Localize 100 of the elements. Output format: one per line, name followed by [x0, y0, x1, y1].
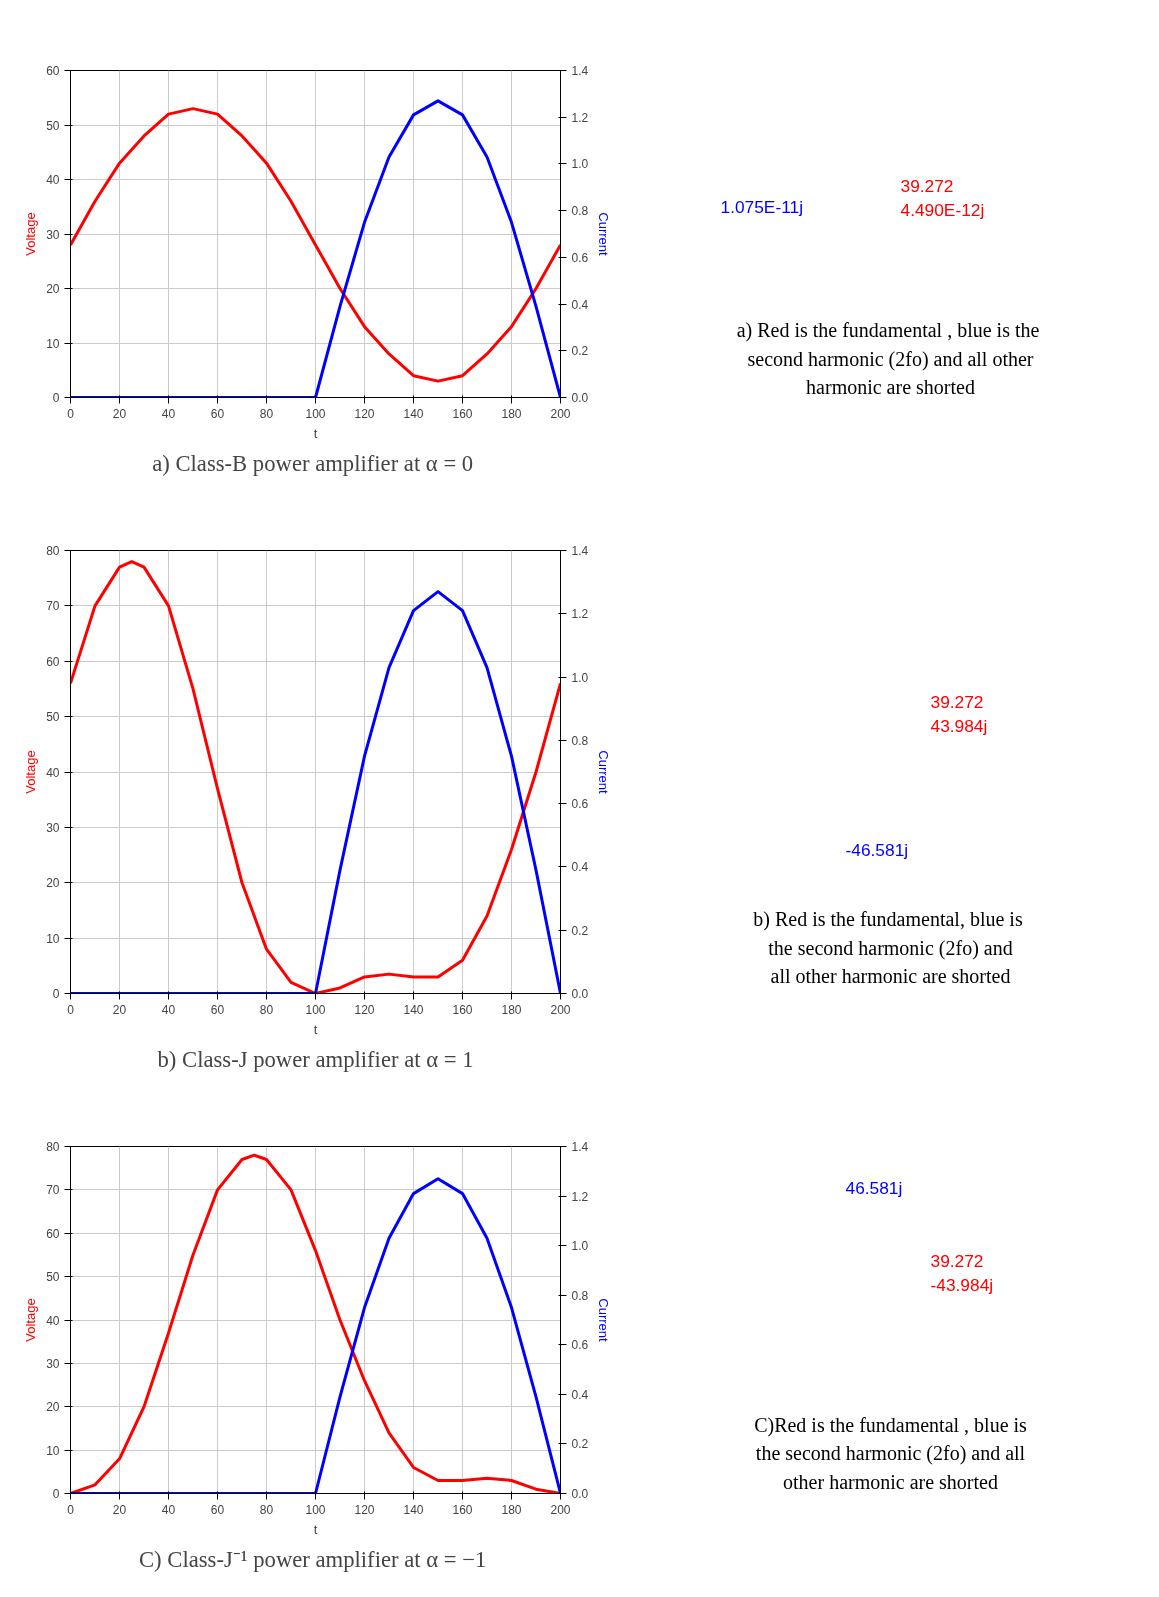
- x-tick-label: 0: [67, 1002, 75, 1017]
- y-tick-label: 10: [46, 931, 60, 946]
- x-tick-label: 40: [161, 406, 176, 421]
- y-tick-label: 0: [52, 1487, 60, 1501]
- y-tick-label: 50: [46, 118, 60, 133]
- y-tick-label: 80: [46, 1140, 60, 1154]
- y-tick-label: 30: [46, 1356, 60, 1371]
- x-tick-label: 160: [452, 406, 473, 421]
- x-tick-label: 180: [501, 406, 522, 421]
- y-tick-label: 50: [46, 1270, 60, 1285]
- y2-tick-label: 0.6: [571, 250, 589, 265]
- text: b) Class-J power amplifier at α = 1: [157, 1046, 474, 1072]
- x-tick-label: 140: [403, 1502, 424, 1517]
- x-tick-label: 80: [259, 1002, 274, 1017]
- x-tick-label: 200: [550, 406, 571, 421]
- x-tick-label: 60: [210, 1002, 225, 1017]
- text: 39.272 43.984j: [930, 691, 988, 736]
- x-tick-label: 40: [161, 1502, 176, 1517]
- x-tick-label: 160: [452, 1002, 473, 1017]
- x-tick-label: 140: [403, 406, 424, 421]
- text: 39.272 -43.984j: [930, 1250, 994, 1295]
- x-tick-label: 100: [305, 1002, 326, 1017]
- x-tick-label: 140: [403, 1002, 424, 1017]
- y2-axis-title: Current: [596, 1298, 612, 1343]
- x-tick-label: 120: [354, 1002, 375, 1017]
- y-tick-label: 40: [46, 173, 60, 187]
- y-tick-label: 40: [46, 1313, 60, 1328]
- text: 1.075E-11j: [720, 196, 804, 217]
- x-axis-title: t: [313, 1021, 318, 1037]
- y2-tick-label: 0.8: [571, 733, 589, 748]
- x-tick-label: 120: [354, 406, 375, 421]
- y2-tick-label: 1.2: [571, 607, 589, 622]
- x-tick-label: 80: [259, 406, 274, 421]
- y-tick-label: 70: [46, 1183, 60, 1198]
- y-tick-label: 0: [52, 987, 60, 1001]
- y-tick-label: 50: [46, 710, 60, 725]
- x-axis-title: t: [313, 425, 318, 441]
- x-tick-label: 80: [259, 1502, 274, 1517]
- y2-axis-title: Current: [596, 750, 612, 795]
- y2-tick-label: 0.0: [571, 1487, 589, 1501]
- x-tick-label: 180: [501, 1502, 522, 1517]
- y2-tick-label: 0.6: [571, 797, 589, 812]
- y2-tick-label: 0.8: [571, 204, 589, 219]
- text: C)Red is the fundamental , blue is the second harmonic (2fo) and all other harmonic are shorted: [754, 1413, 1028, 1493]
- text: a) Class-B power amplifier at α = 0: [152, 450, 474, 476]
- x-tick-label: 60: [210, 1502, 225, 1517]
- x-tick-label: 20: [112, 1002, 127, 1017]
- text: -46.581j: [845, 840, 909, 861]
- y2-tick-label: 1.4: [571, 544, 589, 558]
- y2-tick-label: 0.0: [571, 391, 589, 405]
- x-tick-label: 0: [67, 406, 75, 421]
- x-tick-label: 100: [305, 1502, 326, 1517]
- y-tick-label: 80: [46, 544, 60, 558]
- y2-axis-title: Current: [596, 212, 612, 257]
- y2-tick-label: 0.0: [571, 987, 589, 1001]
- y2-tick-label: 1.0: [571, 670, 589, 685]
- x-tick-label: 200: [550, 1002, 571, 1017]
- y-tick-label: 30: [46, 227, 60, 242]
- y2-tick-label: 0.4: [571, 1387, 589, 1402]
- y-tick-label: 60: [46, 654, 60, 669]
- x-tick-label: 60: [210, 406, 225, 421]
- y2-tick-label: 1.2: [571, 1189, 589, 1204]
- x-tick-label: 160: [452, 1502, 473, 1517]
- y2-tick-label: 0.2: [571, 1437, 589, 1452]
- y-tick-label: 10: [46, 336, 60, 351]
- y2-tick-label: 1.0: [571, 1239, 589, 1254]
- text: b) Red is the fundamental, blue is the second harmonic (2fo) and all other harmonic are shorted: [753, 908, 1023, 988]
- y-tick-label: 70: [46, 599, 60, 614]
- text: C) Class-J⁻¹ power amplifier at α = −1: [139, 1546, 487, 1572]
- y-tick-label: 60: [46, 64, 60, 78]
- y-tick-label: 20: [46, 876, 60, 891]
- y2-tick-label: 0.4: [571, 860, 589, 875]
- y2-tick-label: 1.4: [571, 1140, 589, 1154]
- y2-tick-label: 1.2: [571, 110, 589, 125]
- x-axis-title: t: [313, 1521, 318, 1537]
- x-tick-label: 180: [501, 1002, 522, 1017]
- y-tick-label: 30: [46, 820, 60, 835]
- y-axis-title: Voltage: [23, 750, 39, 794]
- y-axis-title: Voltage: [23, 1298, 39, 1342]
- y2-tick-label: 0.2: [571, 344, 589, 359]
- x-tick-label: 100: [305, 406, 326, 421]
- x-tick-label: 0: [67, 1502, 75, 1517]
- text: 46.581j: [845, 1177, 903, 1198]
- y2-tick-label: 0.2: [571, 923, 589, 938]
- y-tick-label: 20: [46, 282, 60, 296]
- y-tick-label: 0: [52, 391, 60, 405]
- y-tick-label: 10: [46, 1443, 60, 1458]
- y2-tick-label: 0.6: [571, 1338, 589, 1353]
- y2-tick-label: 1.0: [571, 157, 589, 172]
- x-tick-label: 200: [550, 1502, 571, 1517]
- x-tick-label: 40: [161, 1002, 176, 1017]
- y-tick-label: 60: [46, 1226, 60, 1241]
- x-tick-label: 20: [112, 406, 127, 421]
- x-tick-label: 20: [112, 1502, 127, 1517]
- y2-tick-label: 0.4: [571, 297, 589, 312]
- y-tick-label: 40: [46, 765, 60, 780]
- y2-tick-label: 1.4: [571, 64, 589, 78]
- y-tick-label: 20: [46, 1400, 60, 1415]
- text: a) Red is the fundamental , blue is the second harmonic (2fo) and all other harmonic are shorted: [736, 319, 1040, 399]
- y-axis-title: Voltage: [23, 212, 39, 256]
